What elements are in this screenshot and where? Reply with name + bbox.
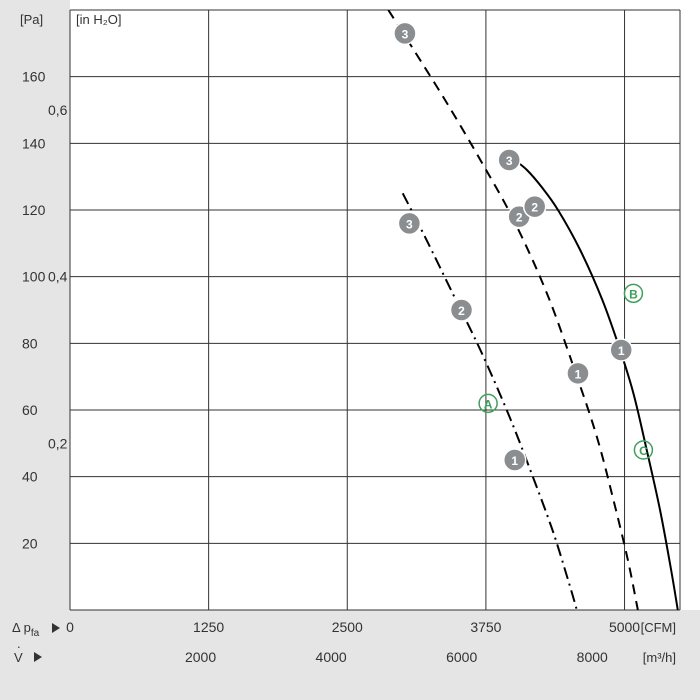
y-tick-pa: 60 <box>22 402 38 418</box>
y-tick-inh2o: 0,2 <box>48 435 68 451</box>
x-tick-cfm: 5000 <box>609 619 640 635</box>
x-tick-m3h: 2000 <box>185 649 216 665</box>
y-tick-pa: 120 <box>22 202 46 218</box>
y-tick-pa: 100 <box>22 269 46 285</box>
svg-text:3: 3 <box>506 154 513 168</box>
x-tick-cfm: 0 <box>66 619 74 635</box>
svg-text:3: 3 <box>402 27 409 41</box>
marker-2: 2 <box>451 299 473 321</box>
chart-svg: 204060801001201401600,20,40,6[Pa][in H₂O… <box>0 0 700 700</box>
svg-text:V: V <box>14 650 23 665</box>
y-tick-pa: 40 <box>22 469 38 485</box>
svg-text:C: C <box>639 444 648 458</box>
marker-1: 1 <box>567 362 589 384</box>
svg-text:B: B <box>629 287 638 301</box>
marker-3: 3 <box>398 212 420 234</box>
svg-text:1: 1 <box>511 454 518 468</box>
x-tick-cfm: 3750 <box>470 619 501 635</box>
y-unit-pa: [Pa] <box>20 12 43 27</box>
svg-text:.: . <box>17 636 21 651</box>
y-tick-pa: 140 <box>22 135 46 151</box>
svg-text:A: A <box>484 397 493 411</box>
svg-text:2: 2 <box>516 211 523 225</box>
marker-3: 3 <box>498 149 520 171</box>
y-tick-inh2o: 0,6 <box>48 102 68 118</box>
svg-text:1: 1 <box>618 344 625 358</box>
svg-text:2: 2 <box>458 304 465 318</box>
x-tick-m3h: 8000 <box>577 649 608 665</box>
x-tick-cfm: 2500 <box>332 619 363 635</box>
x-tick-cfm: 1250 <box>193 619 224 635</box>
y-tick-pa: 80 <box>22 335 38 351</box>
marker-1: 1 <box>504 449 526 471</box>
x-tick-m3h: 4000 <box>316 649 347 665</box>
y-unit-inh2o: [in H₂O] <box>76 12 122 27</box>
svg-text:1: 1 <box>575 367 582 381</box>
marker-3: 3 <box>394 22 416 44</box>
svg-text:2: 2 <box>531 201 538 215</box>
marker-2: 2 <box>524 196 546 218</box>
x-unit-cfm: [CFM] <box>641 620 676 635</box>
x-unit-m3h: [m³/h] <box>643 650 676 665</box>
fan-performance-chart: 204060801001201401600,20,40,6[Pa][in H₂O… <box>0 0 700 700</box>
y-tick-pa: 20 <box>22 535 38 551</box>
marker-1: 1 <box>610 339 632 361</box>
svg-text:3: 3 <box>406 217 413 231</box>
y-tick-pa: 160 <box>22 69 46 85</box>
y-tick-inh2o: 0,4 <box>48 269 68 285</box>
x-tick-m3h: 6000 <box>446 649 477 665</box>
